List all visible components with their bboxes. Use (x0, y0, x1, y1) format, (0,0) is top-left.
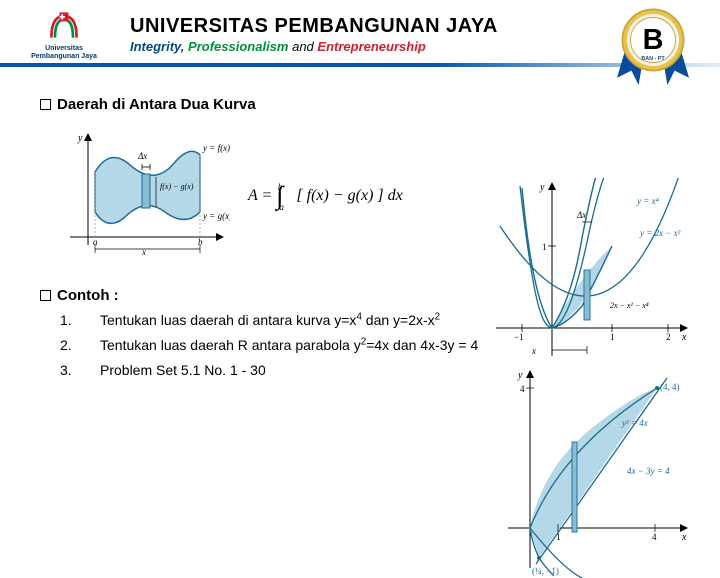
svg-text:y = g(x): y = g(x) (202, 211, 230, 221)
svg-text:(¼, −1): (¼, −1) (532, 566, 559, 576)
heading-text: Daerah di Antara Dua Kurva (57, 96, 256, 113)
diagram-parabola-line: x y (4, 4) (¼, −1) y² = 4x 4x − 3y = 4 1… (502, 368, 692, 578)
tagline-integrity: Integrity, (130, 39, 184, 54)
svg-text:x: x (681, 332, 687, 343)
svg-text:a: a (93, 237, 98, 247)
content: Daerah di Antara Dua Kurva Δx a b x y (0, 68, 720, 385)
logo-text: UniversitasPembangunan Jaya (31, 45, 97, 60)
svg-text:4: 4 (652, 532, 657, 542)
svg-text:y = f(x): y = f(x) (202, 143, 230, 153)
svg-text:Δx: Δx (137, 151, 147, 161)
bullet-icon (40, 99, 51, 110)
svg-text:1: 1 (556, 532, 561, 542)
section-heading-1: Daerah di Antara Dua Kurva (40, 96, 680, 113)
tagline-professionalism: Professionalism (188, 39, 288, 54)
svg-text:(4, 4): (4, 4) (660, 382, 680, 392)
contoh-title: Contoh : (57, 287, 119, 304)
svg-text:2x − x² − x⁴: 2x − x² − x⁴ (610, 301, 649, 310)
svg-text:−1: −1 (514, 332, 524, 342)
svg-text:y: y (77, 133, 83, 144)
badge-letter: B (643, 24, 664, 56)
svg-text:y = x⁴: y = x⁴ (636, 196, 659, 206)
svg-text:y = 2x − x²: y = 2x − x² (639, 228, 681, 238)
svg-text:y² = 4x: y² = 4x (621, 418, 648, 428)
diagram-two-curves: Δx a b x y y = f(x) y = g(x) f(x) − g(x) (60, 127, 230, 257)
svg-text:1: 1 (610, 332, 615, 342)
university-logo: UniversitasPembangunan Jaya (8, 3, 120, 65)
svg-text:b: b (198, 237, 203, 247)
svg-text:f(x) − g(x): f(x) − g(x) (160, 182, 194, 191)
bullet-icon (40, 290, 51, 301)
svg-text:x: x (681, 532, 687, 543)
diagram-x4-parabola: x y −1 1 2 1 Δx y = x⁴ y = 2x − x² 2x − … (492, 178, 692, 368)
svg-text:1: 1 (542, 242, 547, 252)
svg-text:y: y (539, 182, 545, 193)
svg-text:4x − 3y = 4: 4x − 3y = 4 (627, 466, 670, 476)
tagline-and: and (288, 39, 317, 54)
svg-text:2: 2 (666, 332, 671, 342)
svg-text:4: 4 (520, 384, 525, 394)
tagline-entrepreneurship: Entrepreneurship (317, 39, 425, 54)
area-formula: A = ∫ab [ f(x) − g(x) ] dx (248, 177, 403, 207)
svg-text:y: y (517, 370, 523, 381)
svg-text:Δx: Δx (576, 210, 586, 220)
logo-icon (46, 7, 82, 43)
item-number: 1. (60, 310, 100, 331)
svg-text:x: x (141, 247, 146, 257)
item-number: 3. (60, 360, 100, 381)
badge-org: BAN - PT (641, 56, 665, 62)
svg-text:x: x (531, 346, 536, 356)
item-number: 2. (60, 335, 100, 356)
